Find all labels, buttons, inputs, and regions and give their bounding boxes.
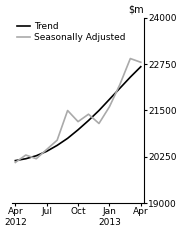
Trend [98, 109, 100, 112]
Trend [87, 119, 90, 122]
Legend: Trend, Seasonally Adjusted: Trend, Seasonally Adjusted [17, 22, 125, 42]
Trend [25, 157, 27, 160]
Trend [67, 137, 69, 140]
Trend [46, 150, 48, 153]
Trend [119, 87, 121, 90]
Seasonally Adjusted [14, 161, 16, 164]
Seasonally Adjusted [87, 113, 90, 116]
Seasonally Adjusted [46, 148, 48, 151]
Seasonally Adjusted [98, 122, 100, 125]
Seasonally Adjusted [140, 61, 142, 64]
Trend [129, 76, 131, 79]
Seasonally Adjusted [108, 105, 111, 108]
Seasonally Adjusted [25, 154, 27, 156]
Trend [77, 128, 79, 131]
Line: Seasonally Adjusted: Seasonally Adjusted [15, 58, 141, 162]
Trend [14, 159, 16, 162]
Trend [56, 144, 58, 147]
Seasonally Adjusted [35, 157, 37, 160]
Trend [35, 154, 37, 157]
Seasonally Adjusted [56, 139, 58, 142]
Seasonally Adjusted [129, 57, 131, 60]
Trend [140, 65, 142, 68]
Seasonally Adjusted [67, 109, 69, 112]
Text: $m: $m [128, 4, 144, 14]
Seasonally Adjusted [119, 83, 121, 86]
Seasonally Adjusted [77, 120, 79, 123]
Line: Trend: Trend [15, 67, 141, 161]
Trend [108, 98, 111, 101]
